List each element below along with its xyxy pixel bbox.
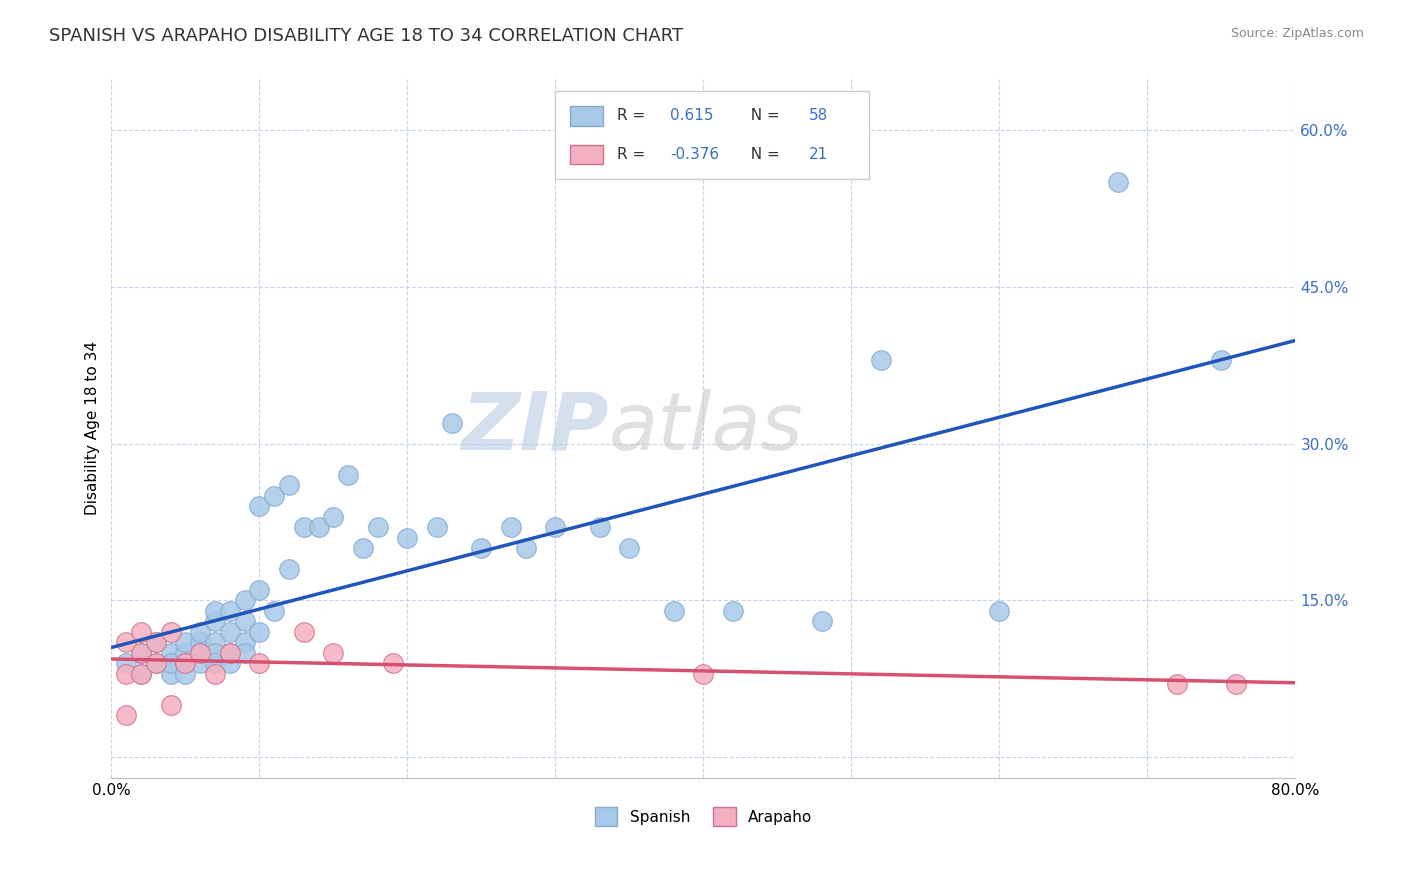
Point [263, 489, 285, 503]
Text: ZIP: ZIP [461, 389, 609, 467]
Text: -0.376: -0.376 [671, 147, 720, 162]
Point [278, 562, 301, 576]
Point [692, 666, 714, 681]
Point [1107, 175, 1129, 189]
Text: R =: R = [617, 147, 650, 162]
Point [204, 604, 226, 618]
Point [129, 646, 152, 660]
Point [322, 509, 344, 524]
Point [396, 531, 419, 545]
Point [278, 478, 301, 492]
Point [129, 666, 152, 681]
Point [352, 541, 374, 555]
Text: 0.615: 0.615 [671, 109, 714, 123]
Point [988, 604, 1011, 618]
Point [870, 352, 893, 367]
Bar [569, 145, 603, 164]
Bar [569, 106, 603, 126]
Point [115, 656, 138, 670]
Point [174, 646, 197, 660]
Point [204, 635, 226, 649]
Point [204, 656, 226, 670]
Point [470, 541, 492, 555]
Point [188, 624, 211, 639]
Text: N =: N = [741, 147, 785, 162]
FancyBboxPatch shape [555, 92, 869, 179]
Point [145, 656, 167, 670]
Text: atlas: atlas [609, 389, 803, 467]
Point [589, 520, 612, 534]
Point [1225, 677, 1247, 691]
Point [367, 520, 389, 534]
Point [145, 635, 167, 649]
Point [662, 604, 685, 618]
Point [515, 541, 537, 555]
Point [233, 646, 256, 660]
Point [544, 520, 567, 534]
Y-axis label: Disability Age 18 to 34: Disability Age 18 to 34 [86, 341, 100, 515]
Point [440, 416, 463, 430]
Point [159, 698, 181, 712]
Point [249, 624, 271, 639]
Point [499, 520, 522, 534]
Point [292, 624, 315, 639]
Point [308, 520, 330, 534]
Point [204, 646, 226, 660]
Point [115, 666, 138, 681]
Point [174, 656, 197, 670]
Point [159, 656, 181, 670]
Legend: Spanish, Arapaho: Spanish, Arapaho [586, 800, 820, 834]
Point [218, 646, 240, 660]
Point [249, 582, 271, 597]
Point [188, 646, 211, 660]
Point [204, 666, 226, 681]
Point [204, 615, 226, 629]
Text: SPANISH VS ARAPAHO DISABILITY AGE 18 TO 34 CORRELATION CHART: SPANISH VS ARAPAHO DISABILITY AGE 18 TO … [49, 27, 683, 45]
Point [721, 604, 744, 618]
Point [218, 624, 240, 639]
Point [174, 666, 197, 681]
Point [337, 467, 360, 482]
Point [188, 656, 211, 670]
Point [249, 656, 271, 670]
Point [292, 520, 315, 534]
Point [233, 615, 256, 629]
Point [188, 635, 211, 649]
Text: Source: ZipAtlas.com: Source: ZipAtlas.com [1230, 27, 1364, 40]
Point [1211, 352, 1233, 367]
Point [129, 624, 152, 639]
Text: 58: 58 [808, 109, 828, 123]
Point [1166, 677, 1188, 691]
Point [174, 656, 197, 670]
Point [263, 604, 285, 618]
Point [159, 646, 181, 660]
Point [218, 646, 240, 660]
Point [159, 666, 181, 681]
Point [619, 541, 641, 555]
Point [811, 615, 834, 629]
Point [115, 635, 138, 649]
Point [145, 635, 167, 649]
Point [381, 656, 404, 670]
Text: 21: 21 [808, 147, 828, 162]
Text: R =: R = [617, 109, 650, 123]
Point [249, 500, 271, 514]
Point [426, 520, 449, 534]
Point [322, 646, 344, 660]
Point [218, 604, 240, 618]
Point [218, 656, 240, 670]
Point [233, 593, 256, 607]
Point [174, 635, 197, 649]
Point [129, 666, 152, 681]
Point [145, 656, 167, 670]
Point [129, 646, 152, 660]
Point [115, 708, 138, 723]
Text: N =: N = [741, 109, 785, 123]
Point [233, 635, 256, 649]
Point [159, 624, 181, 639]
Point [188, 646, 211, 660]
